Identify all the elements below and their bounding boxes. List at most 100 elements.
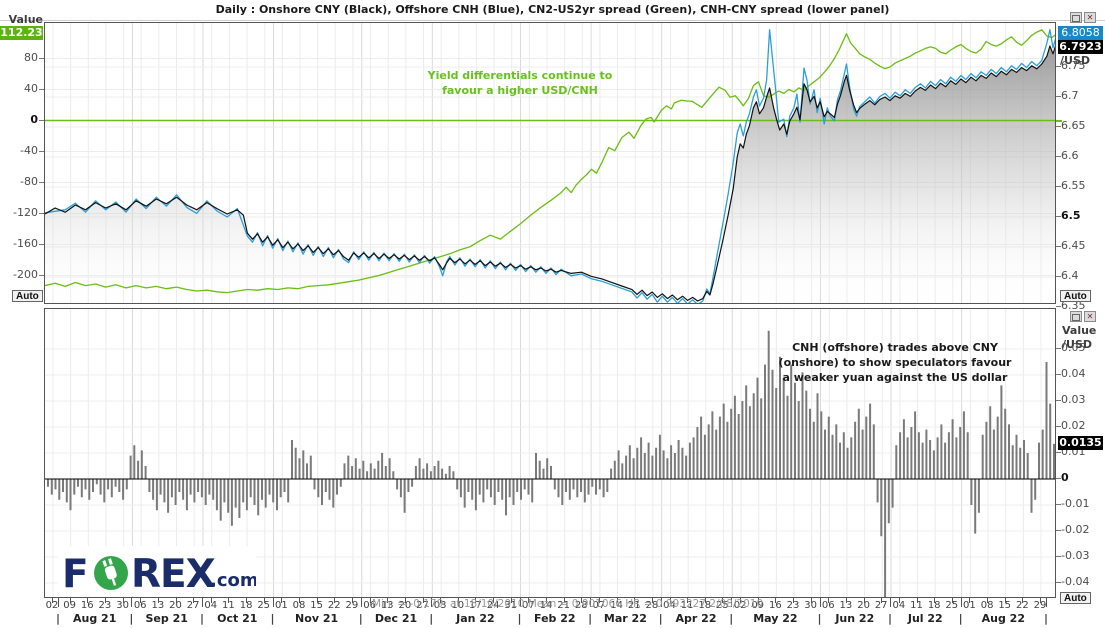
day-label: 23 [786,600,800,611]
day-label: 06 [133,600,147,611]
month-separator: | [429,612,434,625]
right-axis-tick-label: 6.55 [1061,179,1086,192]
restore-window-icon[interactable] [1070,311,1082,322]
right-axis-auto-button[interactable]: Auto [1060,290,1091,302]
day-label: 04 [204,600,218,611]
right-axis-tick [1056,276,1061,277]
cny-area-fill [45,46,1055,303]
day-tick [157,598,159,603]
left-axis-tick [39,213,44,214]
month-label: Mar 22 [603,612,647,625]
left-axis-tick-label: 80 [24,51,38,64]
lower-axis-tick [1056,452,1061,453]
lower-axis-tick-label: -0.04 [1061,575,1090,588]
month-label: May 22 [753,612,798,625]
month-tick [360,598,362,607]
month-tick [731,598,733,607]
day-label: 01 [275,600,288,611]
month-label: Dec 21 [374,612,418,625]
day-label: 01 [963,600,976,611]
right-axis-tick [1056,216,1061,217]
month-tick [819,598,821,607]
lower-axis-tick-label: -0.01 [1061,497,1090,510]
left-axis-auto-button[interactable]: Auto [12,290,43,302]
day-tick [175,598,177,603]
left-axis-tick [39,58,44,59]
day-label: 18 [239,600,253,611]
cnh-cny-annotation: CNH (offshore) trades above CNY (onshore… [778,341,1012,384]
day-label: 16 [80,600,94,611]
month-separator: | [958,612,963,625]
lower-axis-tick [1056,504,1061,505]
right-axis-tick-label: 6.5 [1061,209,1081,222]
day-label: 21 [557,600,570,611]
day-label: 25 [945,600,959,611]
logo-dotcom-text: .com [210,570,256,591]
day-tick [1022,598,1024,603]
day-tick [810,598,812,603]
close-window-icon[interactable]: ✕ [1084,12,1096,23]
lower-axis-tick [1056,400,1061,401]
cnh-last-price-badge: 6.8058 [1058,26,1103,40]
day-tick [334,598,336,603]
month-separator: | [887,612,893,625]
lower-axis-tick [1056,374,1061,375]
top-panel-window-controls: ✕ [1070,12,1096,23]
day-tick [1040,598,1041,603]
close-window-icon[interactable]: ✕ [1084,311,1096,322]
month-separator: | [55,612,61,625]
day-label: 11 [680,600,694,611]
month-tick [272,598,274,607]
day-label: 21 [627,600,641,611]
day-label: 07 [522,600,535,611]
top-chart[interactable] [45,23,1055,303]
left-axis-tick-label: -40 [20,144,38,157]
statistics-readout: Min = -0.179 at 18/10/2010 Mean = 0.0010… [372,569,763,628]
day-tick [104,598,106,603]
day-tick [651,598,653,603]
day-label: 14 [539,600,553,611]
day-tick [387,598,389,603]
day-tick [881,598,883,603]
right-axis-tick [1056,96,1061,97]
restore-window-icon[interactable] [1070,12,1082,23]
lower-axis-tick [1056,478,1061,479]
month-separator: | [588,612,593,625]
lower-axis-tick [1056,556,1061,557]
price-spread-chart-panel[interactable] [44,22,1056,304]
day-tick [898,598,900,603]
month-label: Aug 21 [73,612,117,625]
day-label: 25 [716,600,729,611]
day-label: 18 [927,600,941,611]
day-tick [528,598,530,603]
stats-line-min: Min = -0.179 at 18/10/2010 Mean = 0.0010… [372,598,764,610]
logo-rex-text: REX [131,552,216,596]
day-tick [951,598,953,603]
day-tick [828,598,830,603]
month-tick [202,598,203,607]
month-tick [431,598,433,607]
right-axis-tick-label: 6.6 [1061,149,1079,162]
lower-axis-tick-label: -0.02 [1061,523,1090,536]
lower-axis-auto-button[interactable]: Auto [1060,592,1091,604]
day-label: 30 [804,600,817,611]
right-axis-tick-label: 6.4 [1061,269,1079,282]
right-axis-tick [1056,246,1061,247]
month-label: Jun 22 [835,612,875,625]
month-tick [960,598,962,607]
day-tick [634,598,636,603]
day-label: 20 [857,600,870,611]
day-tick [669,598,671,603]
right-axis-tick-label: 6.35 [1061,299,1086,312]
day-label: 10 [451,600,465,611]
day-tick [969,598,971,603]
lower-axis-tick [1056,530,1061,531]
day-tick [281,598,283,603]
day-tick [863,598,865,603]
plug-icon [102,558,117,586]
day-tick [934,598,936,603]
day-tick [69,598,71,603]
day-label: 30 [116,600,129,611]
day-label: 11 [222,600,235,611]
day-label: 23 [98,600,112,611]
